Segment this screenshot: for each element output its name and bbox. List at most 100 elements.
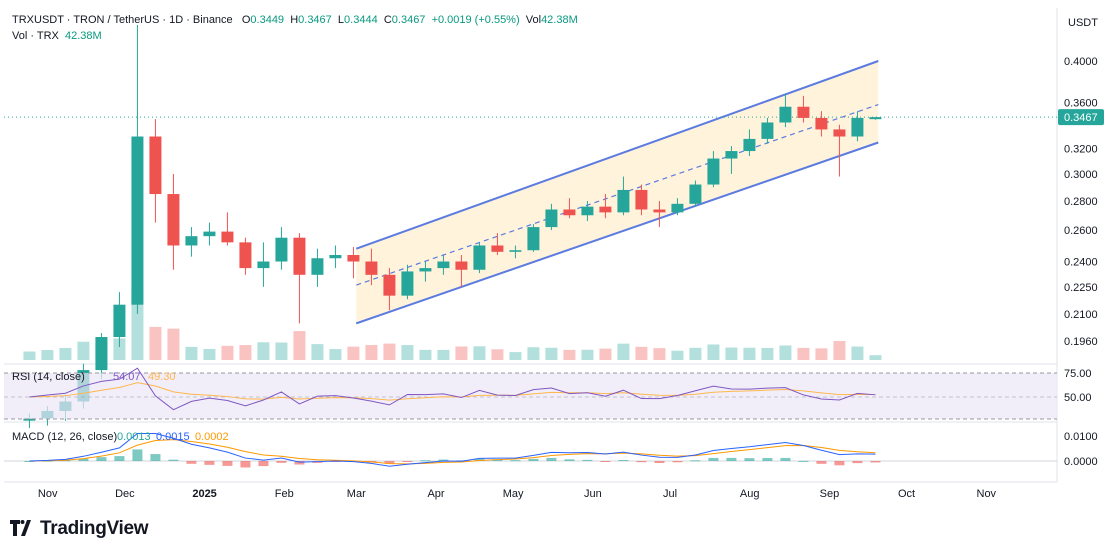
volume-bar xyxy=(491,349,504,360)
candles xyxy=(23,25,882,429)
candle-body xyxy=(131,136,144,305)
candle-body xyxy=(329,255,342,259)
time-tick-label: Mar xyxy=(347,488,366,500)
volume-bars xyxy=(23,290,882,360)
time-axis[interactable]: Nov Dec 2025 Feb Mar Apr May Jun Jul Aug Sep Oct Nov xyxy=(38,488,997,500)
volume-bar xyxy=(689,347,702,360)
volume-bar xyxy=(851,346,864,360)
macd-legend-signal: 0.0002 xyxy=(195,431,229,443)
candle-body xyxy=(23,418,36,421)
brand-logo[interactable]: TradingView xyxy=(10,518,149,542)
macd-hist-bar xyxy=(204,461,215,465)
macd-hist-bar xyxy=(420,460,431,462)
macd-hist-bar xyxy=(636,461,647,463)
volume-bar xyxy=(203,348,216,360)
rsi-legend-value: 54.07 xyxy=(113,371,141,383)
price-tick-label: 0.1960 xyxy=(1064,336,1098,348)
rsi-band xyxy=(4,373,1057,419)
time-tick-label: Nov xyxy=(977,488,997,500)
legend-row: TRXUSDT · TRON / TetherUS · 1D · Binance… xyxy=(12,14,578,26)
macd-tick-label: 0.0000 xyxy=(1064,456,1098,468)
channel-lower-line[interactable] xyxy=(355,141,879,325)
volume-bar xyxy=(347,346,360,360)
macd-hist-bar xyxy=(618,460,629,462)
time-tick-label: Feb xyxy=(275,488,294,500)
volume-bar xyxy=(167,328,180,360)
candle-body xyxy=(833,129,846,137)
price-tick-label: 0.2800 xyxy=(1064,196,1098,208)
macd-legend-label[interactable]: MACD (12, 26, close) xyxy=(12,431,117,443)
volume-bar xyxy=(671,350,684,360)
last-price-tag-label: 0.3467 xyxy=(1064,112,1098,124)
currency-label: USDT xyxy=(1068,17,1098,29)
candle-body xyxy=(563,209,576,216)
macd-hist-bar xyxy=(690,460,701,462)
candle-body xyxy=(113,304,126,338)
time-tick-label: 2025 xyxy=(192,488,216,500)
macd-hist-bar xyxy=(132,449,143,461)
candle-body xyxy=(167,194,180,246)
candle-body xyxy=(347,255,360,262)
candle-body xyxy=(311,258,324,275)
candle-body xyxy=(527,227,540,251)
macd-hist-bar xyxy=(222,461,233,466)
macd-hist-bar xyxy=(546,457,557,461)
macd-hist-bar xyxy=(780,457,791,461)
rsi-tick-label: 50.00 xyxy=(1064,392,1092,404)
macd-hist-bar xyxy=(654,461,665,464)
volume-bar xyxy=(401,345,414,360)
symbol-title[interactable]: TRXUSDT · TRON / TetherUS · 1D · Binance xyxy=(12,14,233,26)
rsi-legend-label[interactable]: RSI (14, close) xyxy=(12,371,85,383)
volume-label: Vol xyxy=(525,14,542,26)
volume-bar xyxy=(149,326,162,360)
high-value: 0.3467 xyxy=(298,14,332,26)
macd-hist-bar xyxy=(582,459,593,461)
channel-fill xyxy=(356,61,879,324)
volume-bar xyxy=(743,347,756,360)
volume-bar xyxy=(527,347,540,360)
volume-bar xyxy=(653,348,666,360)
candle-body xyxy=(725,151,738,159)
channel-mid-line[interactable] xyxy=(356,103,879,286)
volume-bar xyxy=(761,347,774,360)
macd-histogram xyxy=(24,449,881,468)
candle-body xyxy=(257,261,270,269)
volume-bar xyxy=(473,346,486,360)
macd-signal-line xyxy=(29,439,876,465)
volume-bar xyxy=(275,342,288,360)
rsi-line xyxy=(29,367,876,411)
time-tick-label: Jun xyxy=(584,488,602,500)
macd-hist-bar xyxy=(744,458,755,461)
macd-hist-bar xyxy=(168,459,179,461)
macd-hist-bar xyxy=(762,458,773,461)
volume-bar xyxy=(707,344,720,360)
price-tick-label: 0.2100 xyxy=(1064,309,1098,321)
volume-bar xyxy=(383,343,396,360)
macd-hist-bar xyxy=(600,461,611,462)
time-tick-label: Aug xyxy=(740,488,760,500)
macd-hist-bar xyxy=(276,461,287,463)
macd-hist-bar xyxy=(564,459,575,461)
macd-hist-bar xyxy=(474,458,485,461)
macd-hist-bar xyxy=(258,461,269,467)
last-price-tag xyxy=(1058,109,1104,126)
close-label: C xyxy=(383,14,392,26)
price-tick-label: 0.2600 xyxy=(1064,225,1098,237)
volume-bar xyxy=(185,346,198,360)
volume-bar xyxy=(509,352,522,360)
macd-hist-bar xyxy=(186,461,197,464)
volume-row-value: 42.38M xyxy=(65,30,102,42)
change-value: +0.0019 (+0.55%) xyxy=(431,14,520,26)
volume-bar xyxy=(329,349,342,360)
candle-body xyxy=(689,184,702,204)
rsi-ma-line xyxy=(29,382,876,401)
candle-body xyxy=(779,106,792,123)
volume-row-label[interactable]: Vol · TRX xyxy=(12,30,59,42)
volume-bar xyxy=(833,341,846,360)
time-tick-label: Apr xyxy=(427,488,444,500)
channel-upper-line[interactable] xyxy=(355,60,879,250)
price-axis[interactable]: 0.4000 0.3600 0.3200 0.3000 0.2800 0.2600 0.24… xyxy=(1064,56,1098,348)
macd-hist-bar xyxy=(510,460,521,462)
